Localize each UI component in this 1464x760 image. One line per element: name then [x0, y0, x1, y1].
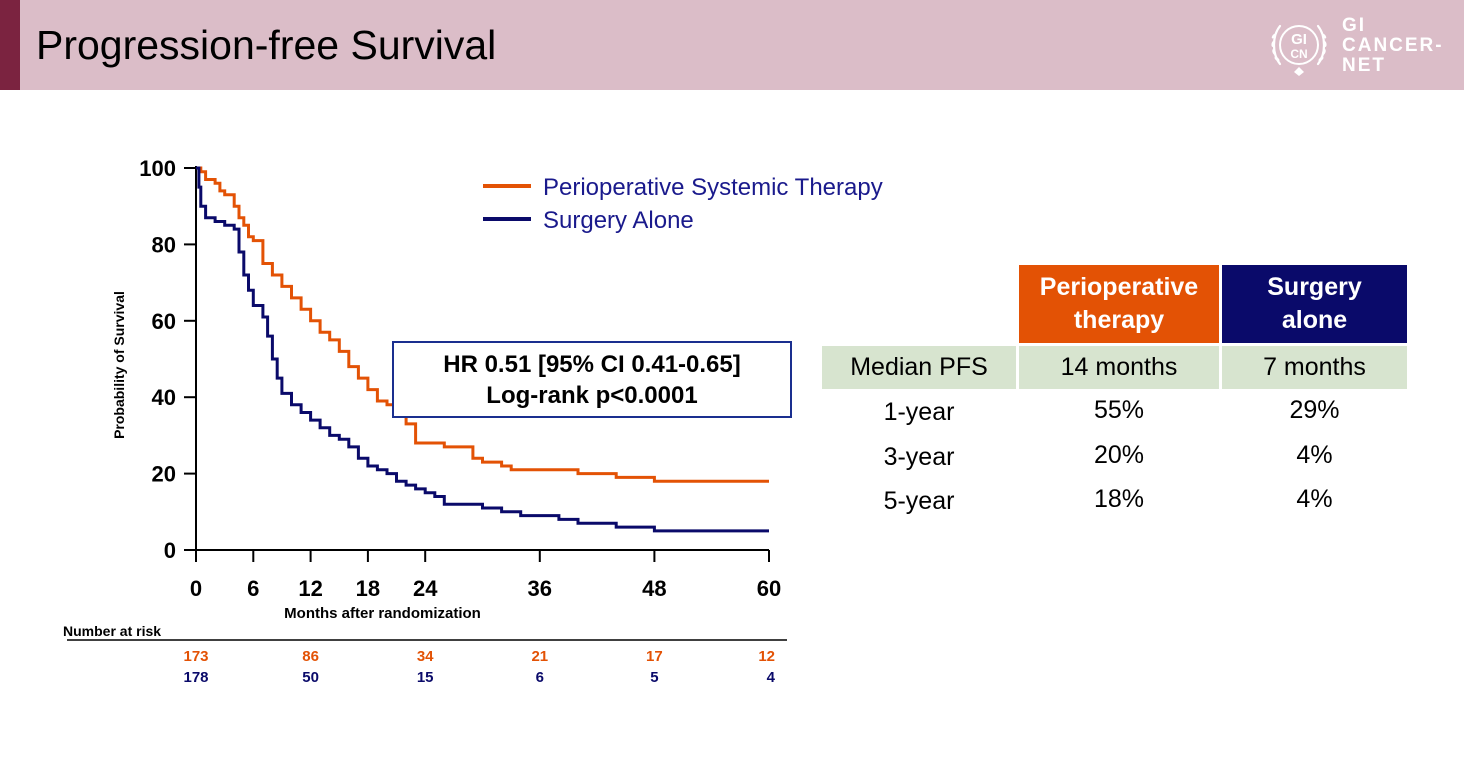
table-cell: 14 months — [1019, 346, 1219, 389]
table-row-label: 5-year — [883, 486, 955, 515]
risk-table-value: 12 — [758, 648, 775, 665]
risk-table-value: 6 — [536, 669, 544, 686]
x-axis-label: Months after randomization — [284, 605, 481, 622]
gi-cancer-net-logo: GI CN GI CANCER- NET — [1266, 12, 1456, 78]
legend-label: Surgery Alone — [543, 207, 694, 234]
table-header-perioperative: Perioperative therapy — [1019, 265, 1219, 343]
table-header-surgery-line1: Surgery — [1267, 273, 1362, 301]
logo-line-3: NET — [1342, 55, 1386, 76]
table-cell: 4% — [1296, 484, 1333, 513]
x-tick-label: 24 — [413, 576, 438, 601]
table-row-label: 1-year — [883, 397, 955, 426]
logo-badge-top: GI — [1291, 31, 1307, 48]
table-row-label: Median PFS — [822, 346, 1016, 389]
risk-table-title: Number at risk — [63, 623, 161, 639]
hazard-ratio-text: HR 0.51 [95% CI 0.41-0.65] — [443, 350, 741, 378]
risk-table-value: 34 — [417, 648, 434, 665]
table-cell: 7 months — [1222, 346, 1407, 389]
log-rank-text: Log-rank p<0.0001 — [486, 381, 698, 409]
table-cell: 20% — [1093, 440, 1145, 469]
y-tick-label: 20 — [152, 462, 176, 487]
risk-table-value: 173 — [183, 648, 208, 665]
hazard-ratio-box: HR 0.51 [95% CI 0.41-0.65] Log-rank p<0.… — [392, 341, 792, 418]
y-tick-label: 40 — [152, 385, 176, 410]
x-tick-label: 36 — [528, 576, 552, 601]
risk-table-value: 178 — [183, 669, 208, 686]
logo-badge-bottom: CN — [1290, 47, 1307, 61]
x-tick-label: 6 — [247, 576, 259, 601]
x-tick-label: 60 — [757, 576, 781, 601]
table-header-perioperative-line1: Perioperative — [1039, 273, 1199, 301]
y-tick-label: 60 — [152, 309, 176, 334]
y-tick-label: 0 — [164, 538, 176, 563]
table-header-perioperative-line2: therapy — [1073, 306, 1165, 334]
x-tick-label: 48 — [642, 576, 666, 601]
risk-table-value: 17 — [646, 648, 663, 665]
x-tick-label: 12 — [298, 576, 322, 601]
risk-table-value: 86 — [302, 648, 319, 665]
risk-table-value: 15 — [417, 669, 434, 686]
header-band — [0, 0, 1464, 90]
table-cell: 18% — [1093, 484, 1145, 513]
y-tick-label: 80 — [152, 232, 176, 257]
table-header-surgery: Surgery alone — [1222, 265, 1407, 343]
logo-line-1: GI — [1342, 15, 1367, 36]
km-curve-surgery-alone — [196, 166, 769, 533]
legend-label: Perioperative Systemic Therapy — [543, 174, 883, 201]
x-tick-label: 0 — [190, 576, 202, 601]
km-curve-perioperative — [196, 166, 769, 483]
table-cell: 4% — [1296, 440, 1333, 469]
table-cell: 29% — [1289, 395, 1340, 424]
table-row-label: 3-year — [883, 442, 955, 471]
x-tick-label: 18 — [356, 576, 380, 601]
y-tick-label: 100 — [139, 156, 176, 181]
risk-table-value: 21 — [531, 648, 548, 665]
logo-wordmark: GI CANCER- NET — [1342, 16, 1444, 76]
logo-line-2: CANCER- — [1342, 35, 1444, 56]
risk-table-value: 5 — [650, 669, 658, 686]
header-accent-bar — [0, 0, 20, 90]
page-title: Progression-free Survival — [36, 22, 497, 68]
laurel-badge-icon: GI CN — [1271, 24, 1327, 76]
table-header-surgery-line2: alone — [1281, 306, 1348, 334]
table-cell: 55% — [1093, 395, 1145, 424]
risk-table-value: 4 — [767, 669, 776, 686]
risk-table-value: 50 — [302, 669, 319, 686]
y-axis-label: Probability of Survival — [111, 291, 127, 439]
